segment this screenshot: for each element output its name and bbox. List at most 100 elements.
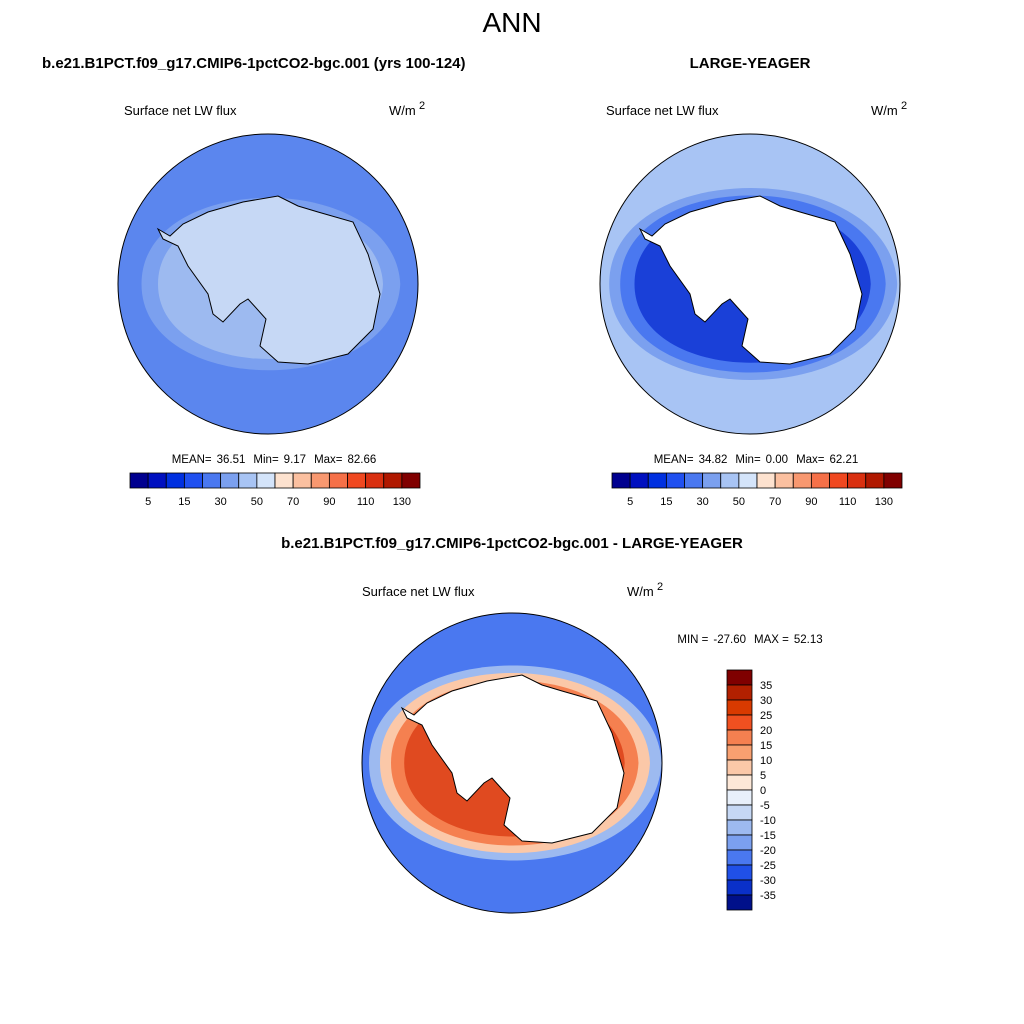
map-border [117,133,419,435]
map-border [361,612,663,914]
units-exponent: 2 [657,581,663,593]
colorbar-label: 50 [733,496,745,508]
units: W/m [389,103,416,118]
colorbar-label: 20 [760,725,772,737]
stat-value: 62.21 [830,454,859,466]
colorbar-box [328,472,348,489]
colorbar-label: 30 [697,496,709,508]
colorbar-box [810,472,830,489]
colorbar-box [726,849,753,866]
colorbar-label: 15 [660,496,672,508]
colorbar-box [726,759,753,776]
colorbar-label: 90 [323,496,335,508]
panel-title: LARGE-YEAGER [690,55,811,72]
units: W/m [627,584,654,599]
colorbar-label: 30 [215,496,227,508]
map-border [599,133,901,435]
colorbar-box [383,472,403,489]
map [362,613,662,913]
colorbar-box [792,472,812,489]
colorbar-label: -10 [760,815,776,827]
colorbar-label: -35 [760,890,776,902]
colorbar-label: 130 [393,496,411,508]
colorbar-box [629,472,649,489]
colorbar-box [147,472,167,489]
colorbar-box [726,789,753,806]
colorbar-label: 50 [251,496,263,508]
units-exponent: 2 [419,100,425,112]
variable-name: Surface net LW flux [606,103,719,118]
colorbar-box [756,472,776,489]
panel-title: b.e21.B1PCT.f09_g17.CMIP6-1pctCO2-bgc.00… [42,55,466,72]
colorbar-box [256,472,276,489]
units: W/m [871,103,898,118]
colorbar-label: 70 [769,496,781,508]
stat-value: 9.17 [284,454,306,466]
colorbar-box [702,472,722,489]
colorbar-label: 130 [875,496,893,508]
colorbar-box [274,472,294,489]
units-exponent: 2 [901,100,907,112]
colorbar-label: 70 [287,496,299,508]
colorbar-box [726,834,753,851]
stat-value: 82.66 [348,454,377,466]
colorbar-box [647,472,667,489]
colorbar-label: -25 [760,860,776,872]
stat-label: Min= [735,454,761,466]
stat-value: 36.51 [217,454,246,466]
colorbar-box [883,472,903,489]
panel-title: b.e21.B1PCT.f09_g17.CMIP6-1pctCO2-bgc.00… [281,535,743,552]
stat-value: -27.60 [713,634,746,646]
colorbar-box [726,669,753,686]
colorbar-label: 5 [145,496,151,508]
colorbar-box [726,729,753,746]
colorbar-label: -5 [760,800,770,812]
colorbar-label: 35 [760,680,772,692]
colorbar-box [726,774,753,791]
stat-label: MAX = [754,634,789,646]
colorbar-box [726,819,753,836]
colorbar-label: 110 [357,496,375,508]
stat-value: 34.82 [699,454,728,466]
colorbar-box [220,472,240,489]
colorbar-label: 25 [760,710,772,722]
colorbar-box [238,472,258,489]
colorbar-label: 10 [760,755,772,767]
colorbar-label: 90 [805,496,817,508]
colorbar-box [865,472,885,489]
colorbar-label: -20 [760,845,776,857]
colorbar-label: 5 [627,496,633,508]
colorbar-box [684,472,704,489]
colorbar-box [726,864,753,881]
colorbar-label: 30 [760,695,772,707]
stats: MEAN= 34.82 Min= 0.00 Max= 62.21 [654,454,859,466]
colorbar-box [165,472,185,489]
colorbar-box [292,472,312,489]
colorbar-label: 15 [760,740,772,752]
stat-label: Max= [796,454,825,466]
colorbar-box [665,472,685,489]
map [118,134,418,434]
stat-label: MEAN= [654,454,694,466]
colorbar-box [829,472,849,489]
colorbar-box [129,472,149,489]
colorbar-box [847,472,867,489]
colorbar-box [183,472,203,489]
stat-label: Min= [253,454,279,466]
stat-label: MEAN= [172,454,212,466]
colorbar-box [774,472,794,489]
colorbar-box [726,804,753,821]
stats: MEAN= 36.51 Min= 9.17 Max= 82.66 [172,454,377,466]
stat-label: Max= [314,454,343,466]
colorbar-label: 110 [839,496,857,508]
map [600,134,900,434]
colorbar-label: 15 [178,496,190,508]
colorbar-box [401,472,421,489]
colorbar-box [310,472,330,489]
colorbar-box [720,472,740,489]
variable-name: Surface net LW flux [362,584,475,599]
stat-value: 0.00 [766,454,788,466]
figure-title: ANN [482,7,541,38]
colorbar-label: 0 [760,785,766,797]
